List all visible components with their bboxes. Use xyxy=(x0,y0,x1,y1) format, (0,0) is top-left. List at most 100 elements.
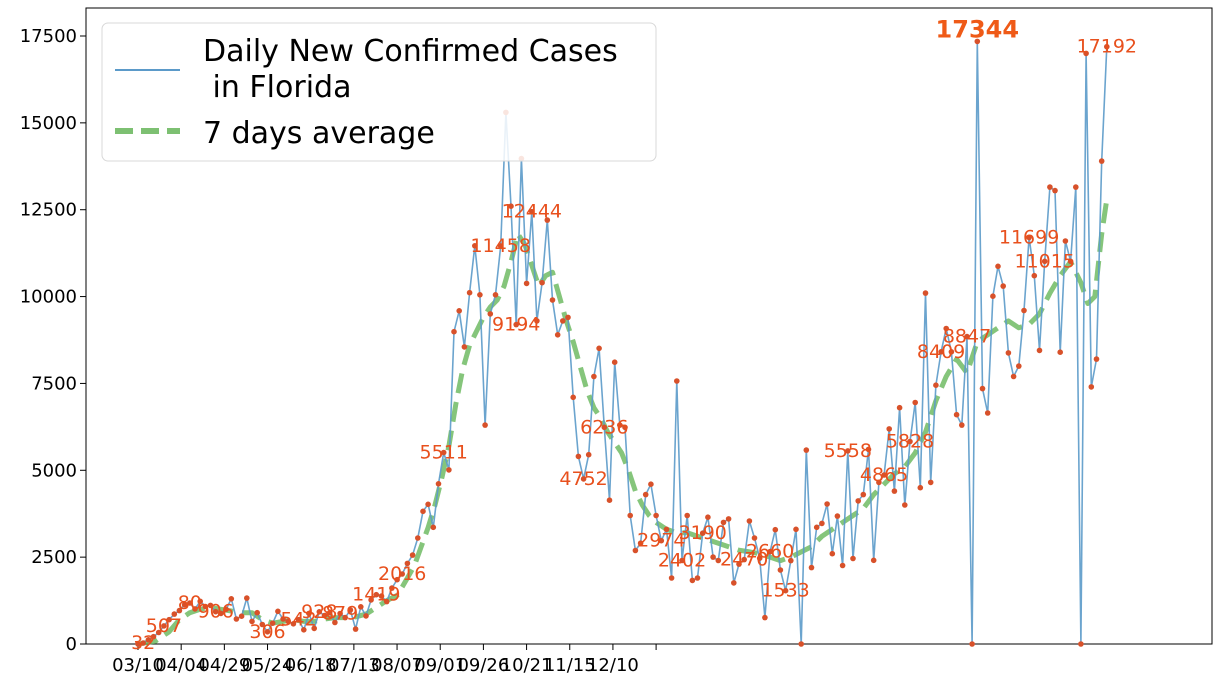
data-point xyxy=(896,404,903,411)
data-point xyxy=(953,411,960,418)
legend-box xyxy=(101,22,657,162)
data-point xyxy=(1104,43,1110,50)
data-point xyxy=(259,621,266,628)
data-point xyxy=(456,308,463,314)
data-point xyxy=(845,448,851,454)
data-label: 3190 xyxy=(679,522,727,544)
data-point xyxy=(829,550,836,557)
data-point xyxy=(223,606,229,613)
x-tick-label: 06/18 xyxy=(285,655,337,676)
data-point xyxy=(466,289,473,296)
data-point xyxy=(301,627,307,633)
data-label: 2470 xyxy=(720,549,768,571)
data-point xyxy=(171,611,178,617)
data-point xyxy=(907,438,913,445)
data-point xyxy=(1005,350,1012,356)
data-point xyxy=(176,607,183,614)
data-point xyxy=(529,208,535,215)
data-point xyxy=(342,614,349,621)
data-point xyxy=(352,626,359,632)
data-point xyxy=(420,508,426,515)
data-point xyxy=(777,567,784,573)
data-point xyxy=(560,318,566,324)
data-point xyxy=(834,513,841,519)
data-point xyxy=(1010,373,1017,380)
data-point xyxy=(1021,307,1027,314)
data-point xyxy=(974,38,981,45)
data-point xyxy=(440,449,447,456)
data-label: 12444 xyxy=(502,201,562,223)
data-point xyxy=(731,580,737,586)
y-tick-label: 12500 xyxy=(20,200,77,221)
data-point xyxy=(694,575,701,581)
x-tick-label: 04/04 xyxy=(155,655,207,676)
data-label: 1419 xyxy=(352,584,400,606)
data-point xyxy=(244,595,250,601)
data-point xyxy=(715,557,722,564)
data-point xyxy=(534,318,540,324)
data-point xyxy=(891,488,898,494)
data-point xyxy=(979,385,986,392)
legend-daily-label-line2: in Florida xyxy=(203,70,351,105)
data-point xyxy=(995,263,1001,270)
data-point xyxy=(1073,184,1079,190)
data-label: 879 xyxy=(322,603,358,625)
data-point xyxy=(295,616,302,623)
data-point xyxy=(969,641,975,647)
axis-ticks: 02500500075001000012500150001750003/1004… xyxy=(20,26,657,676)
data-point xyxy=(290,621,297,627)
data-point xyxy=(1093,356,1100,362)
data-label: 928 xyxy=(301,601,337,623)
data-point xyxy=(611,359,618,366)
data-point xyxy=(591,373,597,380)
data-point xyxy=(705,514,711,520)
data-point xyxy=(637,540,644,546)
data-point xyxy=(632,547,639,554)
data-point xyxy=(264,629,271,635)
data-point xyxy=(1057,349,1063,356)
data-point xyxy=(347,607,354,613)
legend-daily-label-line1: Daily New Confirmed Cases xyxy=(203,34,618,69)
data-point xyxy=(736,561,742,567)
data-point xyxy=(912,399,918,406)
data-label: 4865 xyxy=(860,464,908,486)
data-point xyxy=(446,467,452,473)
data-label: 8409 xyxy=(917,341,965,363)
data-point xyxy=(451,328,457,335)
data-point xyxy=(808,564,815,571)
data-point xyxy=(658,537,665,544)
data-point xyxy=(1016,363,1022,369)
data-point xyxy=(192,606,198,612)
data-label: 5511 xyxy=(420,442,468,464)
data-point xyxy=(653,512,659,519)
data-point xyxy=(746,518,753,524)
data-label: 80 xyxy=(178,592,202,614)
data-point xyxy=(497,243,504,249)
y-tick-label: 10000 xyxy=(20,287,77,308)
data-point xyxy=(404,560,411,567)
data-point xyxy=(876,479,882,486)
data-point xyxy=(819,520,825,527)
data-point xyxy=(187,600,193,606)
data-point xyxy=(751,535,758,541)
data-point xyxy=(798,641,804,647)
data-point xyxy=(813,524,820,531)
data-point xyxy=(720,519,727,526)
data-point xyxy=(430,524,437,531)
data-point xyxy=(782,587,789,594)
data-label: 4752 xyxy=(559,468,607,490)
data-point xyxy=(181,601,188,608)
data-point xyxy=(922,290,929,296)
data-point xyxy=(249,618,255,625)
x-tick-label: 11/15 xyxy=(544,655,596,676)
data-point xyxy=(793,526,799,533)
data-label: 1533 xyxy=(761,580,809,602)
data-point xyxy=(472,243,478,249)
data-point xyxy=(316,609,323,615)
data-point xyxy=(228,596,235,602)
data-point xyxy=(850,555,856,562)
data-point xyxy=(197,598,203,605)
data-point xyxy=(1083,50,1089,57)
data-point xyxy=(902,502,908,508)
